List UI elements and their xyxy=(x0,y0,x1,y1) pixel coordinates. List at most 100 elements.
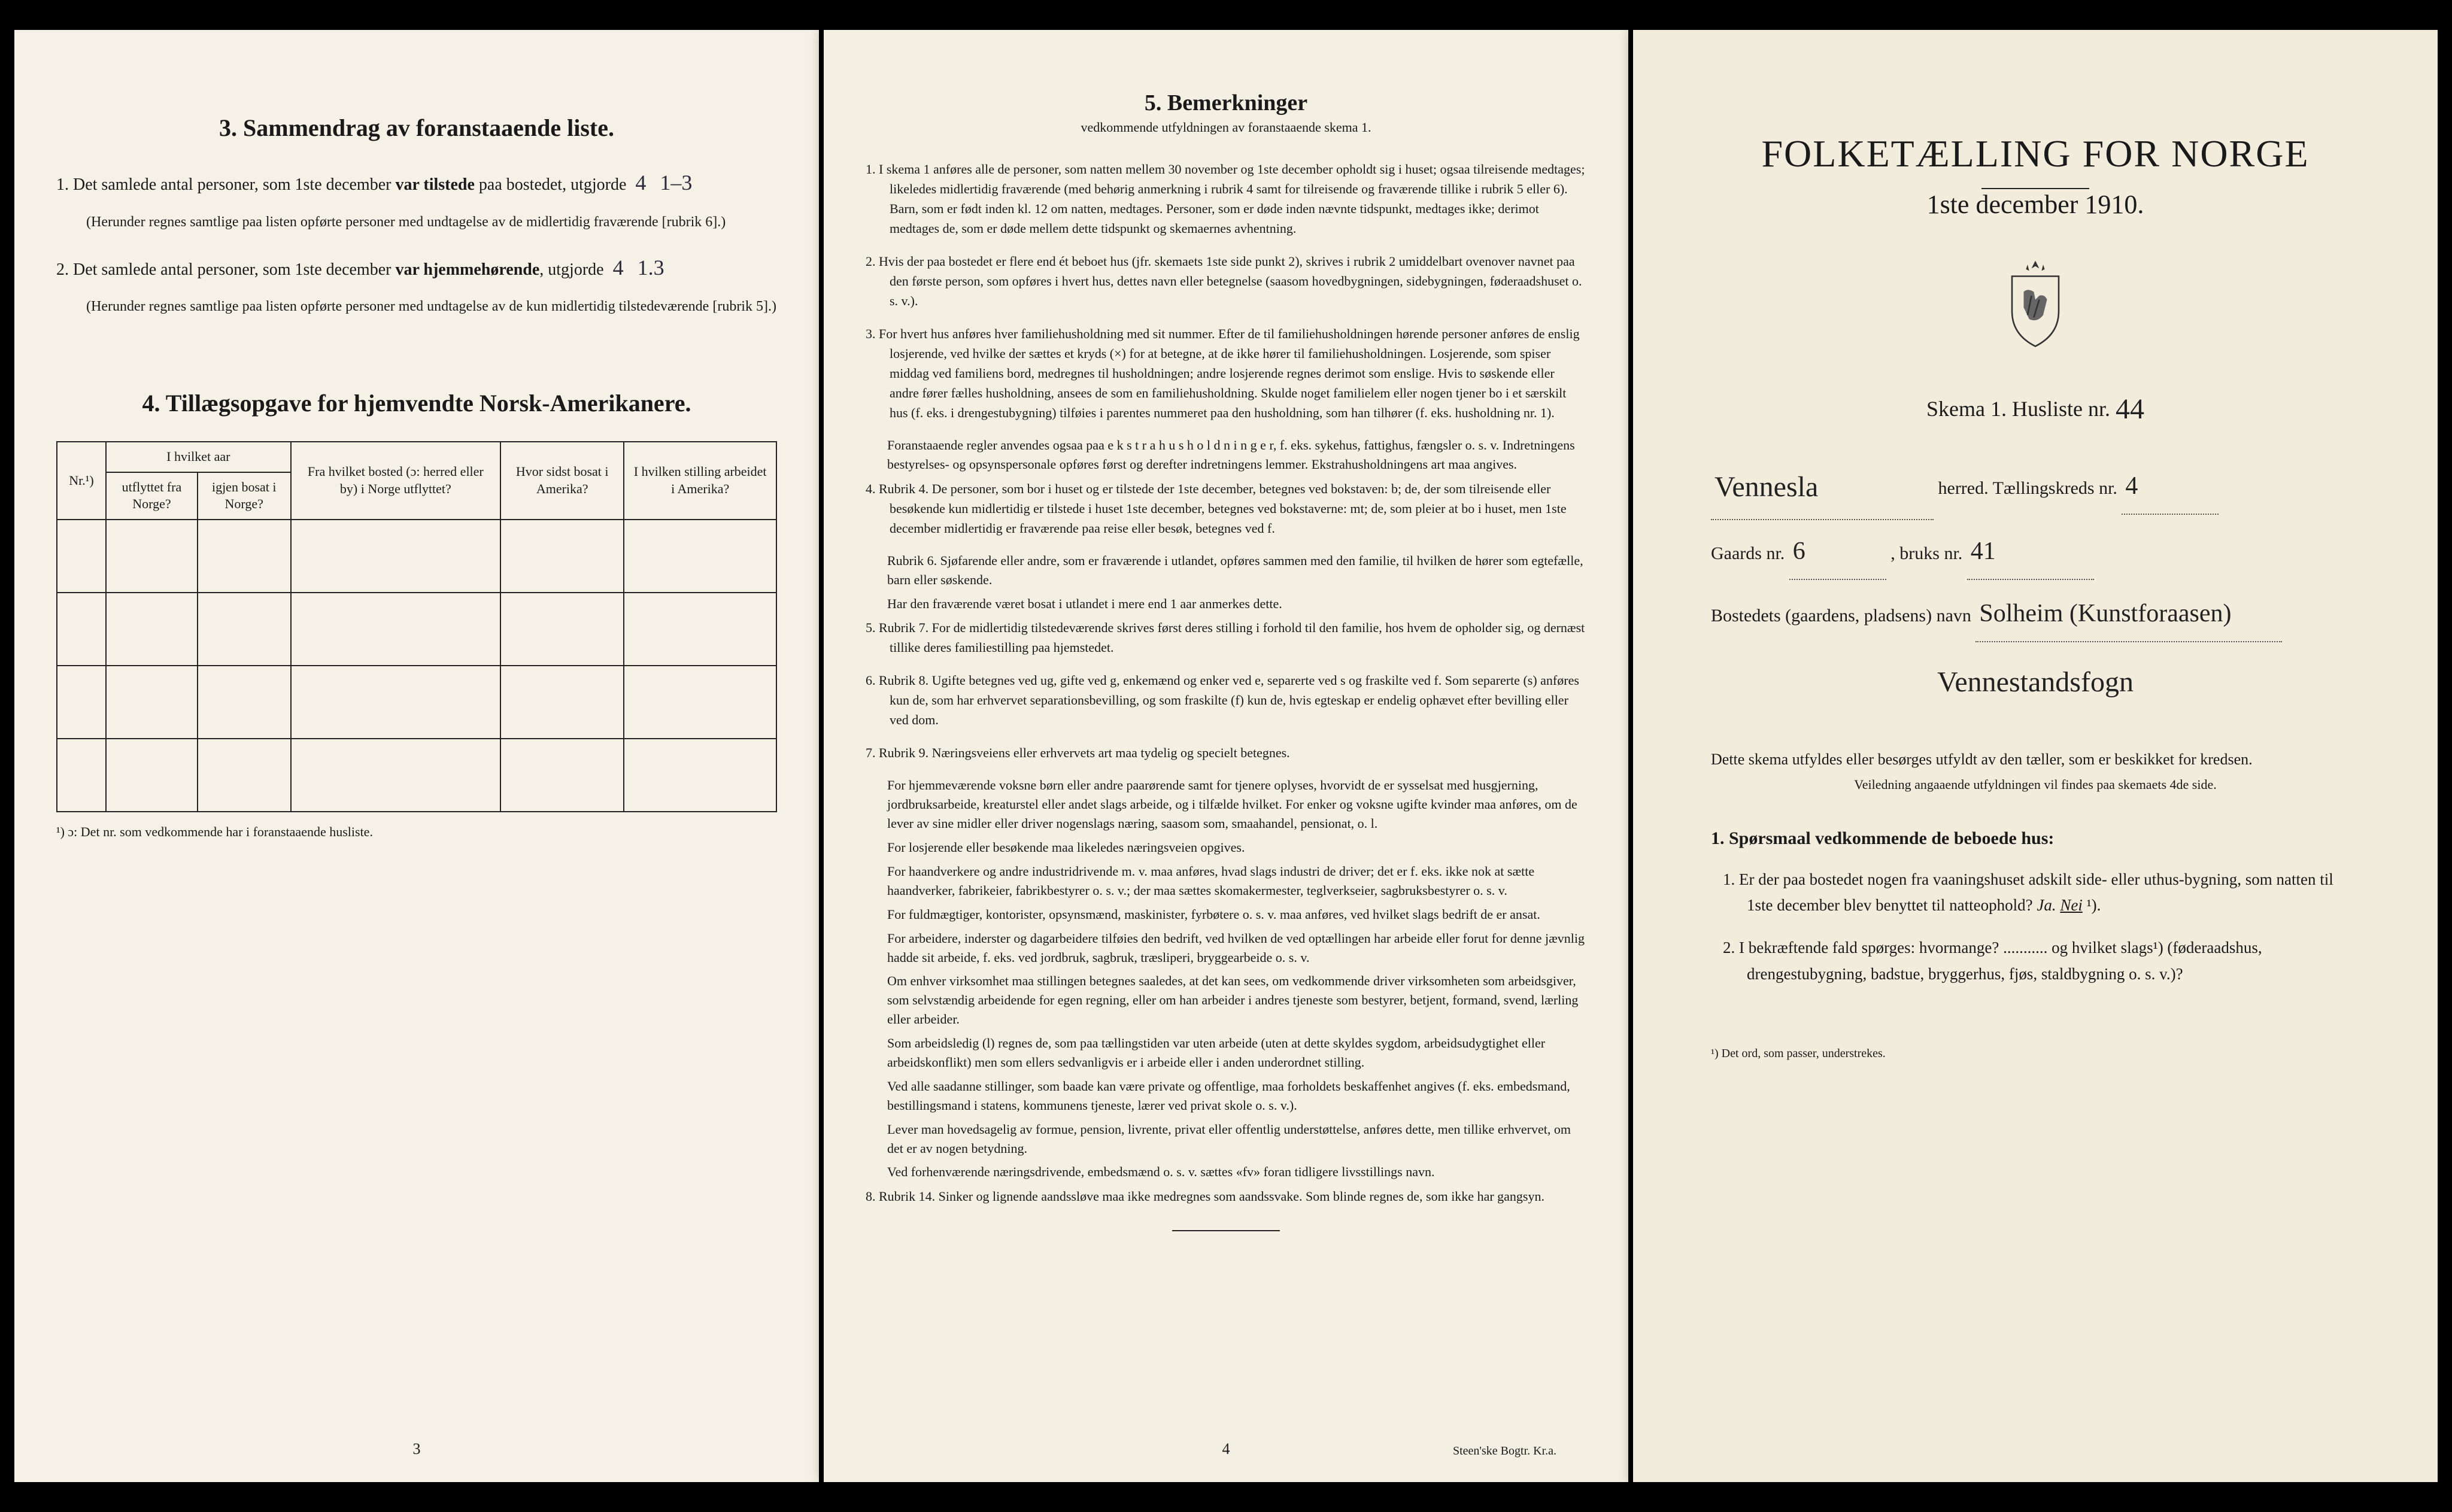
amerikanere-table: Nr.¹) I hvilket aar Fra hvilket bosted (… xyxy=(56,441,777,812)
table-cell xyxy=(500,739,624,812)
summary-item-1: 1. Det samlede antal personer, som 1ste … xyxy=(56,166,777,201)
item2-bold: var hjemmehørende xyxy=(395,260,539,279)
document-spread: 3. Sammendrag av foranstaaende liste. 1.… xyxy=(0,0,2452,1512)
footnote-3: ¹) Det ord, som passer, understrekes. xyxy=(1711,1047,2360,1061)
page-3: 3. Sammendrag av foranstaaende liste. 1.… xyxy=(14,30,819,1482)
table-cell xyxy=(624,593,776,666)
table-cell xyxy=(106,739,198,812)
section3-title: 3. Sammendrag av foranstaaende liste. xyxy=(56,114,777,142)
table-cell xyxy=(57,520,106,593)
note-3a: 3. For hvert hus anføres hver familiehus… xyxy=(866,324,1586,423)
th-nr: Nr.¹) xyxy=(57,442,106,520)
note-7b: For hjemmeværende voksne børn eller andr… xyxy=(866,776,1586,833)
extra-hand: Vennestandsfogn xyxy=(1937,651,2134,714)
skema-label: Skema 1. Husliste nr. xyxy=(1926,397,2116,421)
bruks-label: , bruks nr. xyxy=(1890,544,1967,563)
bosted-label: Bostedets (gaardens, pladsens) navn xyxy=(1711,606,1975,626)
note-7k: Ved forhenværende næringsdrivende, embed… xyxy=(866,1162,1586,1182)
item1-val2: 1–3 xyxy=(655,171,697,195)
table-cell xyxy=(198,739,291,812)
nei-underlined: Nei xyxy=(2060,896,2083,914)
table-cell xyxy=(624,520,776,593)
page-4: 5. Bemerkninger vedkommende utfyldningen… xyxy=(824,30,1628,1482)
th-igj: igjen bosat i Norge? xyxy=(198,472,291,520)
footnote-1: ¹) ɔ: Det nr. som vedkommende har i fora… xyxy=(56,824,777,840)
table-cell xyxy=(57,593,106,666)
note-7f: For arbeidere, inderster og dagarbeidere… xyxy=(866,929,1586,967)
item1-pre: 1. Det samlede antal personer, som 1ste … xyxy=(56,175,395,194)
table-cell xyxy=(291,666,501,739)
paren2: (Herunder regnes samtlige paa listen opf… xyxy=(56,296,777,317)
table-cell xyxy=(106,666,198,739)
note-8: 8. Rubrik 14. Sinker og lignende aandssl… xyxy=(866,1186,1586,1206)
table-cell xyxy=(624,666,776,739)
kreds-nr: 4 xyxy=(2122,459,2219,515)
table-cell xyxy=(106,520,198,593)
table-cell xyxy=(57,666,106,739)
note-7j: Lever man hovedsagelig av formue, pensio… xyxy=(866,1120,1586,1158)
th-sidst: Hvor sidst bosat i Amerika? xyxy=(500,442,624,520)
table-cell xyxy=(291,739,501,812)
small-instruction: Veiledning angaaende utfyldningen vil fi… xyxy=(1711,777,2360,793)
question-1: 1. Er der paa bostedet nogen fra vaaning… xyxy=(1747,867,2360,918)
table-cell xyxy=(57,739,106,812)
th-utf: utflyttet fra Norge? xyxy=(106,472,198,520)
table-cell xyxy=(198,593,291,666)
table-cell xyxy=(500,520,624,593)
note-7h: Som arbeidsledig (l) regnes de, som paa … xyxy=(866,1034,1586,1072)
page-1-cover: FOLKETÆLLING FOR NORGE 1ste december 191… xyxy=(1633,30,2438,1482)
instruction: Dette skema utfyldes eller besørges utfy… xyxy=(1711,748,2360,771)
gaards-nr: 6 xyxy=(1789,524,1886,580)
extra-hand-line: Vennestandsfogn xyxy=(1711,648,2360,712)
herred-value: Vennesla xyxy=(1711,456,1934,520)
item1-post: paa bostedet, utgjorde xyxy=(475,175,630,194)
note-5: 5. Rubrik 7. For de midlertidig tilstede… xyxy=(866,618,1586,657)
bemerk-title: 5. Bemerkninger xyxy=(866,90,1586,116)
note-7c: For losjerende eller besøkende maa likel… xyxy=(866,838,1586,857)
note-4c: Har den fraværende været bosat i utlande… xyxy=(866,594,1586,614)
item1-val1: 4 xyxy=(630,171,651,195)
bosted-line: Bostedets (gaardens, pladsens) navn Solh… xyxy=(1711,586,2360,642)
table-cell xyxy=(291,520,501,593)
table-cell xyxy=(198,666,291,739)
table-cell xyxy=(291,593,501,666)
note-7e: For fuldmægtiger, kontorister, opsynsmæn… xyxy=(866,905,1586,924)
table-cell xyxy=(500,666,624,739)
main-subtitle: 1ste december 1910. xyxy=(1675,189,2396,220)
th-bosted: Fra hvilket bosted (ɔ: herred eller by) … xyxy=(291,442,501,520)
main-title: FOLKETÆLLING FOR NORGE xyxy=(1675,132,2396,176)
note-1: 1. I skema 1 anføres alle de personer, s… xyxy=(866,159,1586,238)
printer-mark: Steen'ske Bogtr. Kr.a. xyxy=(1453,1444,1556,1458)
page-number: 4 xyxy=(1222,1440,1230,1458)
herred-line: Vennesla herred. Tællingskreds nr. 4 xyxy=(1711,453,2360,518)
note-3b: Foranstaaende regler anvendes ogsaa paa … xyxy=(866,436,1586,474)
item2-post: , utgjorde xyxy=(539,260,608,279)
item2-val2: 1.3 xyxy=(633,256,669,280)
th-still: I hvilken stilling arbeidet i Amerika? xyxy=(624,442,776,520)
note-2: 2. Hvis der paa bostedet er flere end ét… xyxy=(866,251,1586,311)
th-aar: I hvilket aar xyxy=(106,442,291,472)
paren1: (Herunder regnes samtlige paa listen opf… xyxy=(56,211,777,233)
item2-val1: 4 xyxy=(608,256,629,280)
coat-of-arms-icon xyxy=(1675,256,2396,354)
note-7g: Om enhver virksomhet maa stillingen bete… xyxy=(866,971,1586,1029)
bosted-value: Solheim (Kunstforaasen) xyxy=(1975,586,2282,642)
note-4a: 4. Rubrik 4. De personer, som bor i huse… xyxy=(866,479,1586,538)
item1-bold: var tilstede xyxy=(395,175,474,194)
section4-title: 4. Tillægsopgave for hjemvendte Norsk-Am… xyxy=(56,389,777,417)
note-7a: 7. Rubrik 9. Næringsveiens eller erhverv… xyxy=(866,743,1586,763)
questions-title: 1. Spørsmaal vedkommende de beboede hus: xyxy=(1711,828,2360,849)
husliste-nr: 44 xyxy=(2116,393,2144,426)
note-6: 6. Rubrik 8. Ugifte betegnes ved ug, gif… xyxy=(866,670,1586,730)
divider xyxy=(1172,1230,1280,1231)
table-cell xyxy=(198,520,291,593)
summary-item-2: 2. Det samlede antal personer, som 1ste … xyxy=(56,251,777,286)
note-7i: Ved alle saadanne stillinger, som baade … xyxy=(866,1077,1586,1115)
gaards-label: Gaards nr. xyxy=(1711,544,1789,563)
item2-pre: 2. Det samlede antal personer, som 1ste … xyxy=(56,260,395,279)
gaards-line: Gaards nr. 6 , bruks nr. 41 xyxy=(1711,524,2360,580)
question-2: 2. I bekræftende fald spørges: hvormange… xyxy=(1747,935,2360,986)
table-cell xyxy=(106,593,198,666)
table-cell xyxy=(500,593,624,666)
table-cell xyxy=(624,739,776,812)
